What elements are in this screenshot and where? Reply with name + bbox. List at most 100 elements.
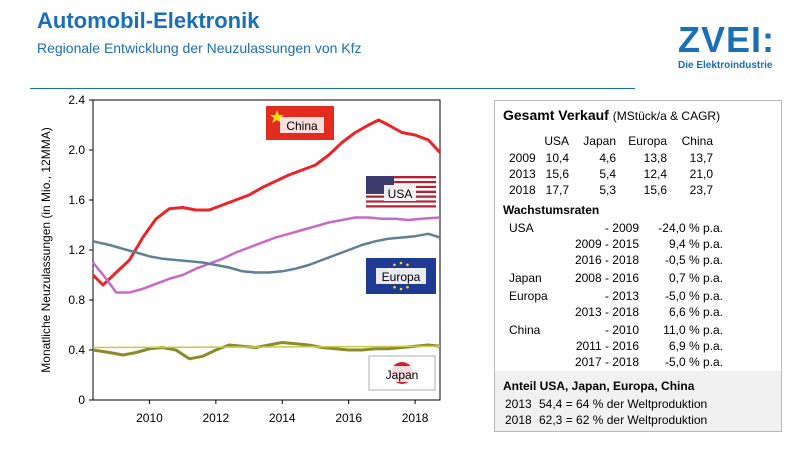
- sales-cell: 5,3: [599, 183, 616, 197]
- flag-stripe: [366, 202, 436, 206]
- y-tick-label: 1.6: [68, 193, 85, 207]
- x-tick-label: 2010: [136, 411, 163, 425]
- growth-rate: 6,6 % p.a.: [668, 305, 723, 319]
- flag-stripe: [366, 183, 436, 186]
- growth-region: USA: [509, 221, 534, 235]
- sales-col-header: Europa: [628, 134, 667, 148]
- sales-col-header: USA: [544, 134, 569, 148]
- sales-year: 2018: [509, 183, 536, 197]
- y-tick-label: 2.0: [68, 143, 85, 157]
- logo-tagline: Die Elektroindustrie: [678, 60, 773, 71]
- growth-region: Japan: [509, 271, 542, 285]
- star-icon: [406, 263, 409, 267]
- japan-flag-label: Japan: [368, 355, 436, 391]
- page-subtitle: Regionale Entwicklung der Neuzulassungen…: [37, 40, 362, 56]
- series-line-japan-trend: [92, 345, 441, 349]
- growth-period: 2009 - 2015: [574, 237, 639, 251]
- japan-label: Japan: [386, 368, 419, 382]
- series-line-japan: [92, 341, 441, 361]
- usa-label-bg: [384, 185, 416, 201]
- growth-rate: -24,0 % p.a.: [658, 221, 723, 235]
- x-tick-label: 2014: [269, 411, 296, 425]
- y-tick-label: 2.4: [68, 93, 85, 107]
- growth-rate: 11,0 % p.a.: [663, 323, 723, 337]
- star-icon: [406, 285, 409, 289]
- flag-stripe: [366, 180, 436, 184]
- y-tick-label: 0: [78, 393, 85, 407]
- growth-region: Europa: [509, 289, 548, 303]
- growth-period: 2008 - 2016: [574, 271, 639, 285]
- share-year: 2018: [505, 413, 532, 427]
- star-icon: [393, 263, 396, 267]
- share-year: 2013: [505, 397, 532, 411]
- star-icon: [399, 261, 403, 265]
- star-icon: [393, 285, 396, 289]
- sales-year: 2009: [509, 151, 536, 165]
- china-label: China: [286, 119, 318, 133]
- growth-period: - 2013: [604, 289, 639, 303]
- x-tick-label: 2016: [335, 411, 362, 425]
- share-text: 62,3 = 62 % der Weltproduktion: [539, 413, 708, 427]
- panel-title: Gesamt Verkauf (MStück/a & CAGR): [503, 107, 720, 123]
- sales-year: 2013: [509, 167, 536, 181]
- sales-cell: 13,7: [689, 151, 713, 165]
- sales-col-header: Japan: [583, 134, 616, 148]
- sales-cell: 21,0: [689, 167, 713, 181]
- panel-title-text: Gesamt Verkauf: [503, 107, 609, 123]
- growth-region: China: [509, 323, 541, 337]
- sales-cell: 15,6: [643, 183, 667, 197]
- logo-wordmark: ZVEI:: [678, 19, 776, 60]
- growth-rate: 6,9 % p.a.: [668, 339, 723, 353]
- y-tick-label: 0.8: [68, 293, 85, 307]
- growth-rate: -5,0 % p.a.: [664, 355, 723, 369]
- growth-period: 2016 - 2018: [574, 253, 639, 267]
- panel-upper: [495, 101, 781, 371]
- growth-period: - 2010: [604, 323, 639, 337]
- sales-cell: 15,6: [545, 167, 569, 181]
- share-title: Anteil USA, Japan, Europa, China: [503, 379, 695, 393]
- share-text: 54,4 = 64 % der Weltproduktion: [539, 397, 708, 411]
- growth-rate: 9,4 % p.a.: [668, 237, 723, 251]
- y-tick-label: 1.2: [68, 243, 85, 257]
- header-divider: [30, 88, 635, 89]
- x-tick-label: 2012: [203, 411, 230, 425]
- star-icon: [399, 287, 403, 291]
- europa-label-bg: [376, 268, 426, 284]
- flag-stripe: [366, 176, 436, 179]
- usa-label: USA: [388, 187, 413, 201]
- page-title: Automobil-Elektronik: [37, 8, 260, 33]
- growth-period: 2017 - 2018: [574, 355, 639, 369]
- growth-rate: -0,5 % p.a.: [664, 253, 723, 267]
- sales-summary-panel: Gesamt Verkauf (MStück/a & CAGR) USA Japa…: [494, 100, 782, 432]
- sales-cell: 5,4: [599, 167, 616, 181]
- flag-stripe: [366, 178, 436, 181]
- europa-label: Europa: [382, 270, 421, 284]
- growth-period: 2011 - 2016: [575, 339, 639, 353]
- series-line-china: [91, 118, 442, 287]
- flag-stripe: [366, 200, 436, 203]
- x-tick-label: 2018: [402, 411, 429, 425]
- china-flag-label: China: [266, 106, 334, 140]
- y-axis-label: Monatliche Neuzulassungen (in Mio., 12MM…: [39, 127, 53, 372]
- growth-period: - 2009: [604, 221, 639, 235]
- growth-period: 2013 - 2018: [574, 305, 639, 319]
- sales-cell: 13,8: [643, 151, 667, 165]
- y-tick-label: 0.4: [68, 343, 85, 357]
- zvei-logo: ZVEI: Die Elektroindustrie: [678, 22, 788, 82]
- series-line-usa: [92, 216, 441, 294]
- growth-rate: 0,7 % p.a.: [668, 271, 723, 285]
- sales-cell: 4,6: [599, 151, 616, 165]
- plot-area: [92, 99, 441, 401]
- growth-rate: -5,0 % p.a.: [664, 289, 723, 303]
- usa-flag-label: USA: [366, 176, 436, 210]
- growth-title: Wachstumsraten: [503, 203, 600, 217]
- flag-stripe: [366, 205, 436, 208]
- panel-title-unit: (MStück/a & CAGR): [612, 109, 721, 123]
- sales-col-header: China: [681, 134, 713, 148]
- sales-cell: 10,4: [545, 151, 569, 165]
- europa-flag-label: Europa: [366, 258, 436, 294]
- sales-cell: 17,7: [545, 183, 569, 197]
- flag-stripe: [366, 207, 436, 210]
- japan-label-bg: [379, 366, 425, 382]
- series-line-europa: [92, 232, 441, 274]
